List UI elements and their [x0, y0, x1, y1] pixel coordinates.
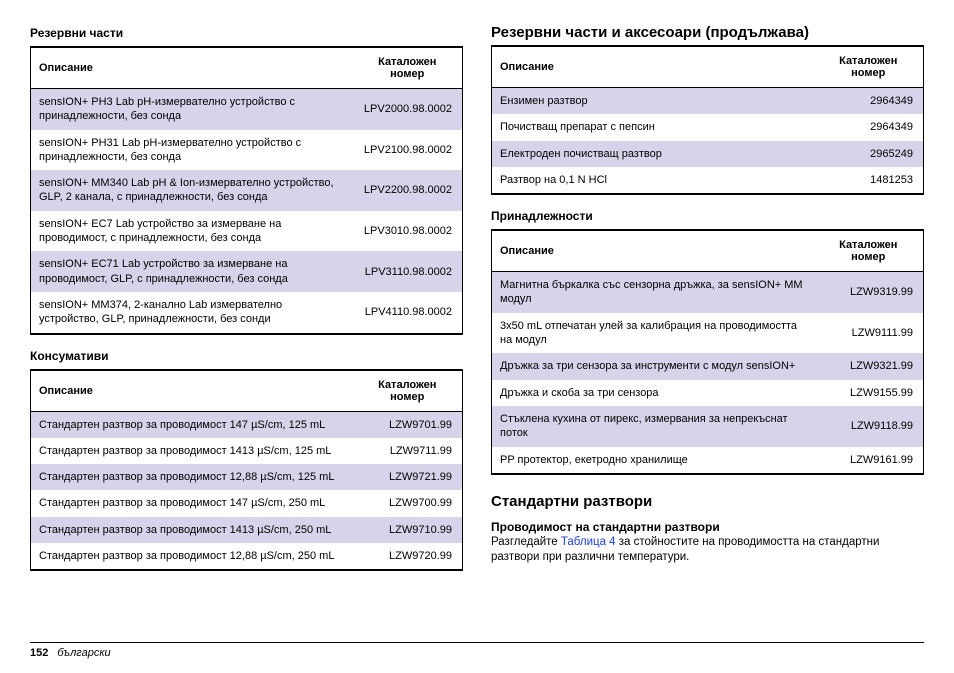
- cell-catalog: LZW9701.99: [353, 411, 463, 438]
- cell-catalog: 2964349: [814, 88, 924, 115]
- table-row: Стандартен разтвор за проводимост 147 µS…: [31, 490, 463, 516]
- col-description: Описание: [31, 370, 353, 412]
- table-row: sensION+ MM340 Lab pH & Ion-измервателно…: [31, 170, 463, 211]
- paragraph-text-before: Разгледайте: [491, 536, 561, 548]
- cell-catalog: 2965249: [814, 141, 924, 167]
- page-language: български: [57, 647, 110, 659]
- cell-description: Електроден почистващ разтвор: [492, 141, 814, 167]
- cell-catalog: LPV2100.98.0002: [353, 130, 463, 171]
- consumables-tbody: Стандартен разтвор за проводимост 147 µS…: [31, 411, 463, 570]
- cell-description: Почистващ препарат с пепсин: [492, 114, 814, 140]
- cell-catalog: LPV2000.98.0002: [353, 89, 463, 130]
- page-footer: 152 български: [30, 642, 924, 659]
- standard-solutions-heading: Стандартни разтвори: [491, 493, 924, 510]
- cell-description: sensION+ MM340 Lab pH & Ion-измервателно…: [31, 170, 353, 211]
- cell-catalog: LPV3110.98.0002: [353, 251, 463, 292]
- table-row: sensION+ EC71 Lab устройство за измерван…: [31, 251, 463, 292]
- cell-description: Стандартен разтвор за проводимост 12,88 …: [31, 543, 353, 570]
- cell-description: Стандартен разтвор за проводимост 147 µS…: [31, 490, 353, 516]
- cell-catalog: LZW9720.99: [353, 543, 463, 570]
- cell-catalog: LPV2200.98.0002: [353, 170, 463, 211]
- table-4-link[interactable]: Таблица 4: [561, 536, 616, 548]
- cell-description: Магнитна бъркалка със сензорна дръжка, з…: [492, 272, 814, 313]
- table-row: Стандартен разтвор за проводимост 1413 µ…: [31, 438, 463, 464]
- col-catalog: Каталожен номер: [353, 47, 463, 89]
- conductivity-heading: Проводимост на стандартни разтвори: [491, 520, 924, 534]
- table-row: Разтвор на 0,1 N HCl1481253: [492, 167, 924, 194]
- cell-description: Стандартен разтвор за проводимост 1413 µ…: [31, 438, 353, 464]
- col-catalog: Каталожен номер: [814, 230, 924, 272]
- table-row: sensION+ MM374, 2-канално Lab измервател…: [31, 292, 463, 334]
- cell-catalog: LPV3010.98.0002: [353, 211, 463, 252]
- table-row: Стандартен разтвор за проводимост 12,88 …: [31, 543, 463, 570]
- cell-description: Дръжка и скоба за три сензора: [492, 380, 814, 406]
- cell-description: Ензимен разтвор: [492, 88, 814, 115]
- right-column: Резервни части и аксесоари (продължава) …: [491, 24, 924, 585]
- continued-table: Описание Каталожен номер Ензимен разтвор…: [491, 45, 924, 195]
- conductivity-paragraph: Разгледайте Таблица 4 за стойностите на …: [491, 535, 924, 566]
- col-catalog: Каталожен номер: [353, 370, 463, 412]
- table-row: Дръжка за три сензора за инструменти с м…: [492, 353, 924, 379]
- cell-description: sensION+ PH3 Lab pH-измервателно устройс…: [31, 89, 353, 130]
- cell-description: sensION+ EC7 Lab устройство за измерване…: [31, 211, 353, 252]
- cell-catalog: LPV4110.98.0002: [353, 292, 463, 334]
- consumables-heading: Консумативи: [30, 349, 463, 363]
- cell-catalog: LZW9700.99: [353, 490, 463, 516]
- table-row: PP протектор, екетродно хранилищеLZW9161…: [492, 447, 924, 474]
- table-row: Стандартен разтвор за проводимост 1413 µ…: [31, 517, 463, 543]
- consumables-table: Описание Каталожен номер Стандартен разт…: [30, 369, 463, 572]
- cell-description: sensION+ MM374, 2-канално Lab измервател…: [31, 292, 353, 334]
- table-row: Стъклена кухина от пирекс, измервания за…: [492, 406, 924, 447]
- cell-description: sensION+ PH31 Lab pH-измервателно устрой…: [31, 130, 353, 171]
- cell-description: 3x50 mL отпечатан улей за калибрация на …: [492, 313, 814, 354]
- col-description: Описание: [31, 47, 353, 89]
- table-row: Магнитна бъркалка със сензорна дръжка, з…: [492, 272, 924, 313]
- parts-heading: Резервни части: [30, 26, 463, 40]
- continued-heading: Резервни части и аксесоари (продължава): [491, 24, 924, 41]
- accessories-table: Описание Каталожен номер Магнитна бъркал…: [491, 229, 924, 475]
- cell-description: Стандартен разтвор за проводимост 1413 µ…: [31, 517, 353, 543]
- cell-catalog: 2964349: [814, 114, 924, 140]
- cell-description: Разтвор на 0,1 N HCl: [492, 167, 814, 194]
- cell-catalog: LZW9155.99: [814, 380, 924, 406]
- parts-table: Описание Каталожен номер sensION+ PH3 La…: [30, 46, 463, 335]
- table-row: Електроден почистващ разтвор2965249: [492, 141, 924, 167]
- cell-catalog: LZW9321.99: [814, 353, 924, 379]
- table-row: 3x50 mL отпечатан улей за калибрация на …: [492, 313, 924, 354]
- table-row: Ензимен разтвор2964349: [492, 88, 924, 115]
- col-description: Описание: [492, 230, 814, 272]
- accessories-heading: Принадлежности: [491, 209, 924, 223]
- accessories-tbody: Магнитна бъркалка със сензорна дръжка, з…: [492, 272, 924, 474]
- col-description: Описание: [492, 46, 814, 88]
- cell-catalog: LZW9721.99: [353, 464, 463, 490]
- table-row: Почистващ препарат с пепсин2964349: [492, 114, 924, 140]
- cell-description: Стандартен разтвор за проводимост 12,88 …: [31, 464, 353, 490]
- col-catalog: Каталожен номер: [814, 46, 924, 88]
- table-row: Стандартен разтвор за проводимост 12,88 …: [31, 464, 463, 490]
- page-number: 152: [30, 647, 48, 659]
- cell-catalog: 1481253: [814, 167, 924, 194]
- cell-catalog: LZW9319.99: [814, 272, 924, 313]
- table-row: sensION+ PH3 Lab pH-измервателно устройс…: [31, 89, 463, 130]
- cell-description: Стандартен разтвор за проводимост 147 µS…: [31, 411, 353, 438]
- cell-catalog: LZW9711.99: [353, 438, 463, 464]
- table-row: Стандартен разтвор за проводимост 147 µS…: [31, 411, 463, 438]
- cell-catalog: LZW9118.99: [814, 406, 924, 447]
- table-row: Дръжка и скоба за три сензораLZW9155.99: [492, 380, 924, 406]
- cell-description: Дръжка за три сензора за инструменти с м…: [492, 353, 814, 379]
- left-column: Резервни части Описание Каталожен номер …: [30, 24, 463, 585]
- table-row: sensION+ EC7 Lab устройство за измерване…: [31, 211, 463, 252]
- continued-tbody: Ензимен разтвор2964349Почистващ препарат…: [492, 88, 924, 195]
- table-row: sensION+ PH31 Lab pH-измервателно устрой…: [31, 130, 463, 171]
- cell-catalog: LZW9161.99: [814, 447, 924, 474]
- parts-tbody: sensION+ PH3 Lab pH-измервателно устройс…: [31, 89, 463, 334]
- cell-description: PP протектор, екетродно хранилище: [492, 447, 814, 474]
- cell-description: Стъклена кухина от пирекс, измервания за…: [492, 406, 814, 447]
- cell-catalog: LZW9111.99: [814, 313, 924, 354]
- cell-description: sensION+ EC71 Lab устройство за измерван…: [31, 251, 353, 292]
- cell-catalog: LZW9710.99: [353, 517, 463, 543]
